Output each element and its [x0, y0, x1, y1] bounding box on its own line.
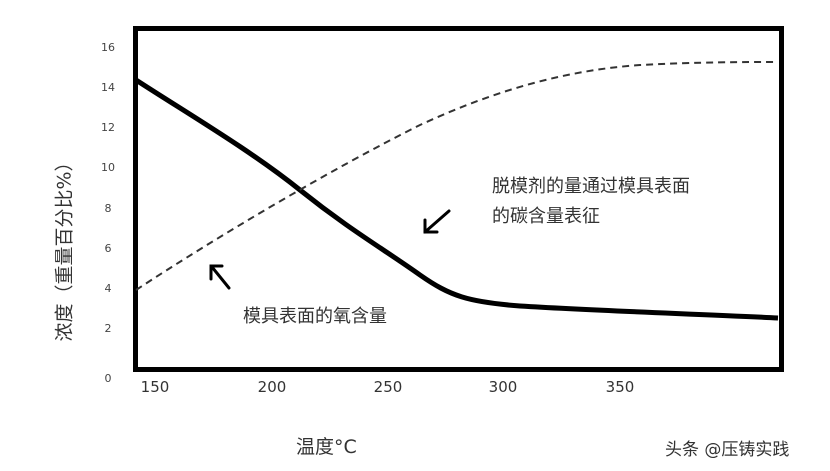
x-axis-label: 温度°C	[296, 436, 357, 458]
y-tick-16: 16	[101, 41, 115, 54]
x-tick-250: 250	[373, 378, 403, 396]
y-tick-14: 14	[101, 81, 115, 94]
y-tick-8: 8	[104, 202, 112, 215]
arrow-down-left-icon	[423, 209, 451, 234]
x-tick-150: 150	[140, 378, 170, 396]
x-tick-350: 350	[605, 378, 635, 396]
y-tick-4: 4	[104, 282, 112, 295]
x-tick-300: 300	[488, 378, 518, 396]
y-tick-6: 6	[104, 242, 112, 255]
y-tick-12: 12	[101, 121, 115, 134]
carbon-annotation-line2: 的碳含量表征	[492, 206, 600, 227]
carbon-curve	[135, 61, 779, 291]
watermark: 头条 @压铸实践	[665, 440, 790, 460]
carbon-annotation-line1: 脱模剂的量通过模具表面	[492, 176, 690, 197]
y-axis-label: 浓度（重量百分比%）	[53, 152, 76, 342]
oxygen-curve	[134, 77, 779, 321]
plot-frame	[133, 26, 784, 372]
x-tick-200: 200	[257, 378, 287, 396]
y-tick-10: 10	[101, 161, 115, 174]
y-tick-2: 2	[104, 322, 112, 335]
oxygen-annotation: 模具表面的氧含量	[243, 306, 387, 327]
y-tick-0: 0	[104, 372, 112, 385]
arrow-up-left-icon	[209, 264, 231, 290]
